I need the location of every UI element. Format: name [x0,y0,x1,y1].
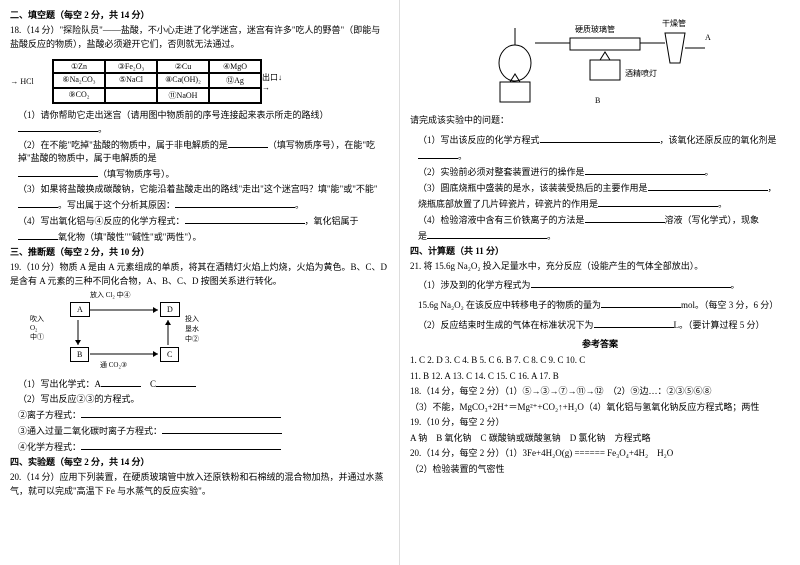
maze-cell: ⑧Ca(OH)₂ [157,73,209,88]
q21: 21. 将 15.6g Na₂O₂ 投入足量水中，充分反应（设能产生的气体全部放… [410,260,790,274]
maze-cell: ⑤NaCl [105,73,157,88]
q21-2b: L。（要计算过程 5 分） [674,320,765,330]
node-b: B [70,347,89,362]
q18-4b: ，氧化铝属于 [305,216,359,226]
section-calc-title: 四、计算题（共 11 分） [410,244,790,257]
q19-2: （2）写出反应②③的方程式。 [18,392,389,405]
cycle-diagram: 放入 Cl₂ 中④ A D B C 吹入 O₂ 中① 投入 垦水 中② 通 CO… [30,292,210,372]
ans-18b: （3）不能，MgCO₃+2H⁺＝Mg²⁺+CO₂↑+H₂O（4）氧化铝与氢氧化钠… [410,401,790,415]
cycle-label: 通 CO₂③ [100,360,127,370]
q18-3b: 。写出属于这个分析其原因： [58,200,175,210]
blank [81,407,281,418]
label-lamp: 酒精喷灯 [625,68,657,79]
ans-1: 1. C 2. D 3. C 4. B 5. C 6. B 7. C 8. C … [410,354,790,368]
q20-intro: 20.（14 分）应用下列装置，在硬质玻璃管中放入还原铁粉和石棉绒的混合物加热，… [10,471,389,498]
maze-cell: ⑨CO₂ [53,88,105,103]
blank [81,439,281,450]
blank [540,132,660,143]
q19-2a: ②离子方程式： [18,410,81,420]
q21-1: （1）涉及到的化学方程式为 [418,280,531,290]
q18-intro: 18.（14 分）"探险队员"——盐酸，不小心走进了化学迷宫，迷宫有许多"吃人的… [10,24,389,51]
blank [228,137,268,148]
blank [101,376,141,387]
answer-title: 参考答案 [410,337,790,350]
q18-1: （1）请你帮助它走出迷宫（请用图中物质前的序号连接起来表示所走的路线） [18,110,329,120]
blank [18,121,98,132]
section-deduce-title: 三、推断题（每空 2 分，共 10 分） [10,245,389,258]
maze-cell: ⑪NaOH [157,88,209,103]
q18-3: （3）如果将盐酸换成碳酸钠，它能沿着盐酸走出的路线"走出"这个迷宫吗？填"能"或… [18,184,378,194]
q18-4c: 氧化物（填"酸性""碱性"或"两性"）。 [58,232,202,242]
q21-mid-b: mol。（每空 3 分，6 分） [681,300,778,310]
maze-cell [105,88,157,103]
q19-intro: 19.（10 分）物质 A 是由 A 元素组成的单质，将其在酒精灯火焰上灼烧，火… [10,261,389,288]
blank [175,197,295,208]
q21-2: （2）反应结束时生成的气体在标准状况下为 [418,320,594,330]
maze-cell: ④MgO [209,60,261,73]
maze-cell: ⑥Na₂CO₃ [53,73,105,88]
blank [18,229,58,240]
q21-mid: 15.6g Na₂O₂ 在该反应中转移电子的物质的量为 [418,300,601,310]
r1: （1）写出该反应的化学方程式 [418,135,540,145]
ans-19: 19.（10 分，每空 2 分） [410,416,790,430]
node-d: D [160,302,180,317]
cycle-label: 吹入 O₂ 中① [30,314,44,342]
q19-1: （1）写出化学式：A [18,379,101,389]
maze-diagram: → HCl ①Zn ③Fe₂O₃ ②Cu ④MgO ⑥Na₂CO₃ ⑤NaCl … [10,55,389,108]
r4b: 溶液（写化学式），现象 [665,215,760,225]
ans-18: 18.（14 分，每空 2 分）（1）⑤→③→⑦→⑪→⑫ （2）⑨边…：②③⑤⑥… [410,385,790,399]
blank [594,317,674,328]
ans-2: 11. B 12. A 13. C 14. C 15. C 16. A 17. … [410,370,790,384]
ans-19b: A 钠 B 氧化钠 C 碳酸钠或碳酸氢钠 D 氯化钠 方程式略 [410,432,790,446]
blank [585,212,665,223]
q18-2: （2）在不能"吃掉"盐酸的物质中，属于非电解质的是 [18,140,228,150]
label-a: A [705,33,711,42]
blank [18,197,58,208]
blank [18,166,98,177]
maze-cell: ③Fe₂O₃ [105,60,157,73]
r1b: ，该氧化还原反应的氧化剂是 [660,135,777,145]
blank [648,180,768,191]
blank [601,297,681,308]
ans-20b: （2）检验装置的气密性 [410,463,790,477]
q19-2b: ③通入过量二氧化碳时离子方程式： [18,426,162,436]
maze-cell [209,88,261,103]
maze-cell: ⑫Ag [209,73,261,88]
node-a: A [70,302,90,317]
ans-20: 20.（14 分，每空 2 分）（1）3Fe+4H₂O(g) ====== Fe… [410,447,790,461]
apparatus-diagram: 硬质玻璃管 干燥管 酒精喷灯 A B [480,8,720,108]
blank [427,228,547,239]
label-dryer: 干燥管 [662,18,686,29]
blank [585,164,705,175]
blank [598,196,718,207]
blank [185,213,305,224]
r3: （3）圆底烧瓶中盛装的是水，该装装受热后的主要作用是 [418,183,648,193]
cycle-label: 放入 Cl₂ 中④ [90,290,131,300]
maze-in: → HCl [10,77,33,86]
label-hard-tube: 硬质玻璃管 [575,24,615,35]
maze-cell: ①Zn [53,60,105,73]
cycle-label: 投入 垦水 中② [185,314,199,344]
r4: （4）检验溶液中含有三价铁离子的方法是 [418,215,585,225]
r3b: 烧瓶底部放置了几片碎瓷片，碎瓷片的作用是 [418,199,598,209]
maze-out: 出口↓ → [262,72,290,92]
blank [531,277,731,288]
blank [418,148,458,159]
r2: （2）实验前必须对整套装置进行的操作是 [418,167,585,177]
node-c: C [160,347,179,362]
label-b: B [595,96,600,105]
q18-2c: （填写物质序号）。 [98,169,175,179]
q19-2c: ④化学方程式： [18,442,81,452]
q18-4: （4）写出氧化铝与④反应的化学方程式： [18,216,185,226]
blank [156,376,196,387]
section-exp-title: 四、实验题（每空 2 分，共 14 分） [10,455,389,468]
blank [162,423,282,434]
r-intro: 请完成该实验中的问题： [410,114,790,128]
section-fill-title: 二、填空题（每空 2 分，共 14 分） [10,8,389,21]
maze-cell: ②Cu [157,60,209,73]
